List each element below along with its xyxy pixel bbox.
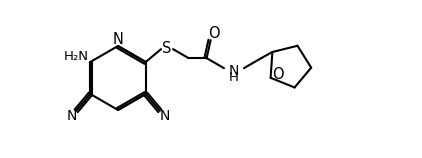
Text: N: N: [113, 33, 124, 48]
Text: S: S: [162, 41, 172, 56]
Text: O: O: [208, 26, 219, 41]
Text: H: H: [229, 71, 239, 84]
Text: H₂N: H₂N: [64, 51, 89, 64]
Text: N: N: [66, 109, 77, 123]
Text: N: N: [229, 64, 239, 78]
Text: N: N: [159, 109, 170, 123]
Text: O: O: [272, 67, 284, 82]
